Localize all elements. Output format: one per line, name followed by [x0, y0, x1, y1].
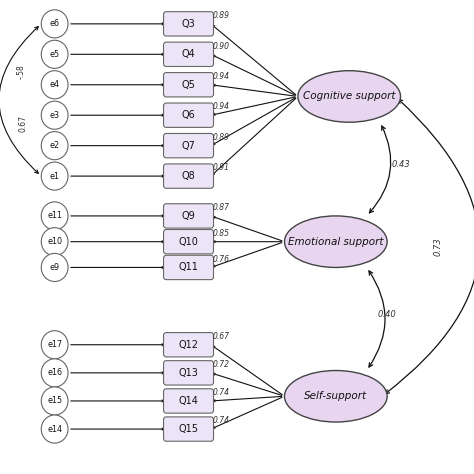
FancyBboxPatch shape [164, 12, 213, 36]
Ellipse shape [284, 216, 387, 267]
Text: Cognitive support: Cognitive support [303, 91, 395, 101]
Text: Q9: Q9 [182, 211, 195, 221]
Text: Q10: Q10 [179, 237, 199, 246]
Circle shape [41, 162, 68, 190]
Text: 0.94: 0.94 [213, 72, 230, 81]
FancyBboxPatch shape [164, 229, 213, 254]
Text: Q4: Q4 [182, 49, 195, 59]
Text: e3: e3 [50, 111, 60, 120]
Text: e11: e11 [47, 211, 62, 220]
Text: 0.94: 0.94 [213, 102, 230, 111]
Text: 0.67: 0.67 [213, 332, 230, 341]
Text: e15: e15 [47, 396, 62, 405]
Text: 0.85: 0.85 [213, 229, 230, 238]
Text: e1: e1 [50, 172, 60, 181]
Circle shape [41, 132, 68, 160]
Circle shape [41, 331, 68, 359]
Circle shape [41, 254, 68, 282]
Text: 0.74: 0.74 [213, 388, 230, 397]
Text: e16: e16 [47, 368, 62, 377]
Text: Q7: Q7 [182, 141, 195, 151]
FancyBboxPatch shape [164, 73, 213, 97]
Text: e4: e4 [50, 80, 60, 89]
Text: Q12: Q12 [179, 340, 199, 350]
FancyBboxPatch shape [164, 333, 213, 357]
Text: 0.90: 0.90 [213, 42, 230, 51]
FancyBboxPatch shape [164, 389, 213, 413]
Text: e6: e6 [50, 19, 60, 28]
Text: 0.74: 0.74 [213, 416, 230, 425]
Text: -.58: -.58 [17, 64, 26, 79]
Circle shape [41, 228, 68, 256]
Circle shape [41, 359, 68, 387]
Ellipse shape [284, 371, 387, 422]
Text: 0.67: 0.67 [19, 115, 28, 132]
FancyBboxPatch shape [164, 164, 213, 188]
Text: 0.89: 0.89 [213, 11, 230, 20]
Circle shape [41, 10, 68, 38]
Text: 0.40: 0.40 [378, 310, 397, 319]
FancyBboxPatch shape [164, 134, 213, 158]
Text: 0.76: 0.76 [213, 255, 230, 264]
Text: 0.72: 0.72 [213, 360, 230, 369]
Text: Q15: Q15 [179, 424, 199, 434]
FancyBboxPatch shape [164, 204, 213, 228]
Text: Q14: Q14 [179, 396, 199, 406]
FancyBboxPatch shape [164, 417, 213, 441]
FancyBboxPatch shape [164, 42, 213, 66]
FancyBboxPatch shape [164, 361, 213, 385]
Text: e9: e9 [50, 263, 60, 272]
Text: 0.89: 0.89 [213, 133, 230, 142]
FancyBboxPatch shape [164, 103, 213, 128]
Text: 0.73: 0.73 [433, 237, 442, 256]
Ellipse shape [298, 71, 401, 122]
Text: 0.43: 0.43 [391, 160, 410, 169]
Circle shape [41, 40, 68, 68]
Text: 0.91: 0.91 [213, 164, 230, 173]
Text: Q6: Q6 [182, 110, 195, 120]
Text: e17: e17 [47, 340, 62, 349]
Text: Self-support: Self-support [304, 391, 367, 401]
Text: e5: e5 [50, 50, 60, 59]
Text: e14: e14 [47, 425, 62, 434]
Text: Q11: Q11 [179, 263, 199, 273]
Circle shape [41, 387, 68, 415]
Text: Emotional support: Emotional support [288, 237, 383, 246]
Circle shape [41, 71, 68, 99]
Circle shape [41, 202, 68, 230]
Text: e2: e2 [50, 141, 60, 150]
Text: Q5: Q5 [182, 80, 195, 90]
Circle shape [41, 101, 68, 129]
Text: Q13: Q13 [179, 368, 199, 378]
Circle shape [41, 415, 68, 443]
Text: e10: e10 [47, 237, 62, 246]
FancyBboxPatch shape [164, 255, 213, 280]
Text: Q8: Q8 [182, 171, 195, 181]
Text: 0.87: 0.87 [213, 203, 230, 212]
Text: Q3: Q3 [182, 19, 195, 29]
